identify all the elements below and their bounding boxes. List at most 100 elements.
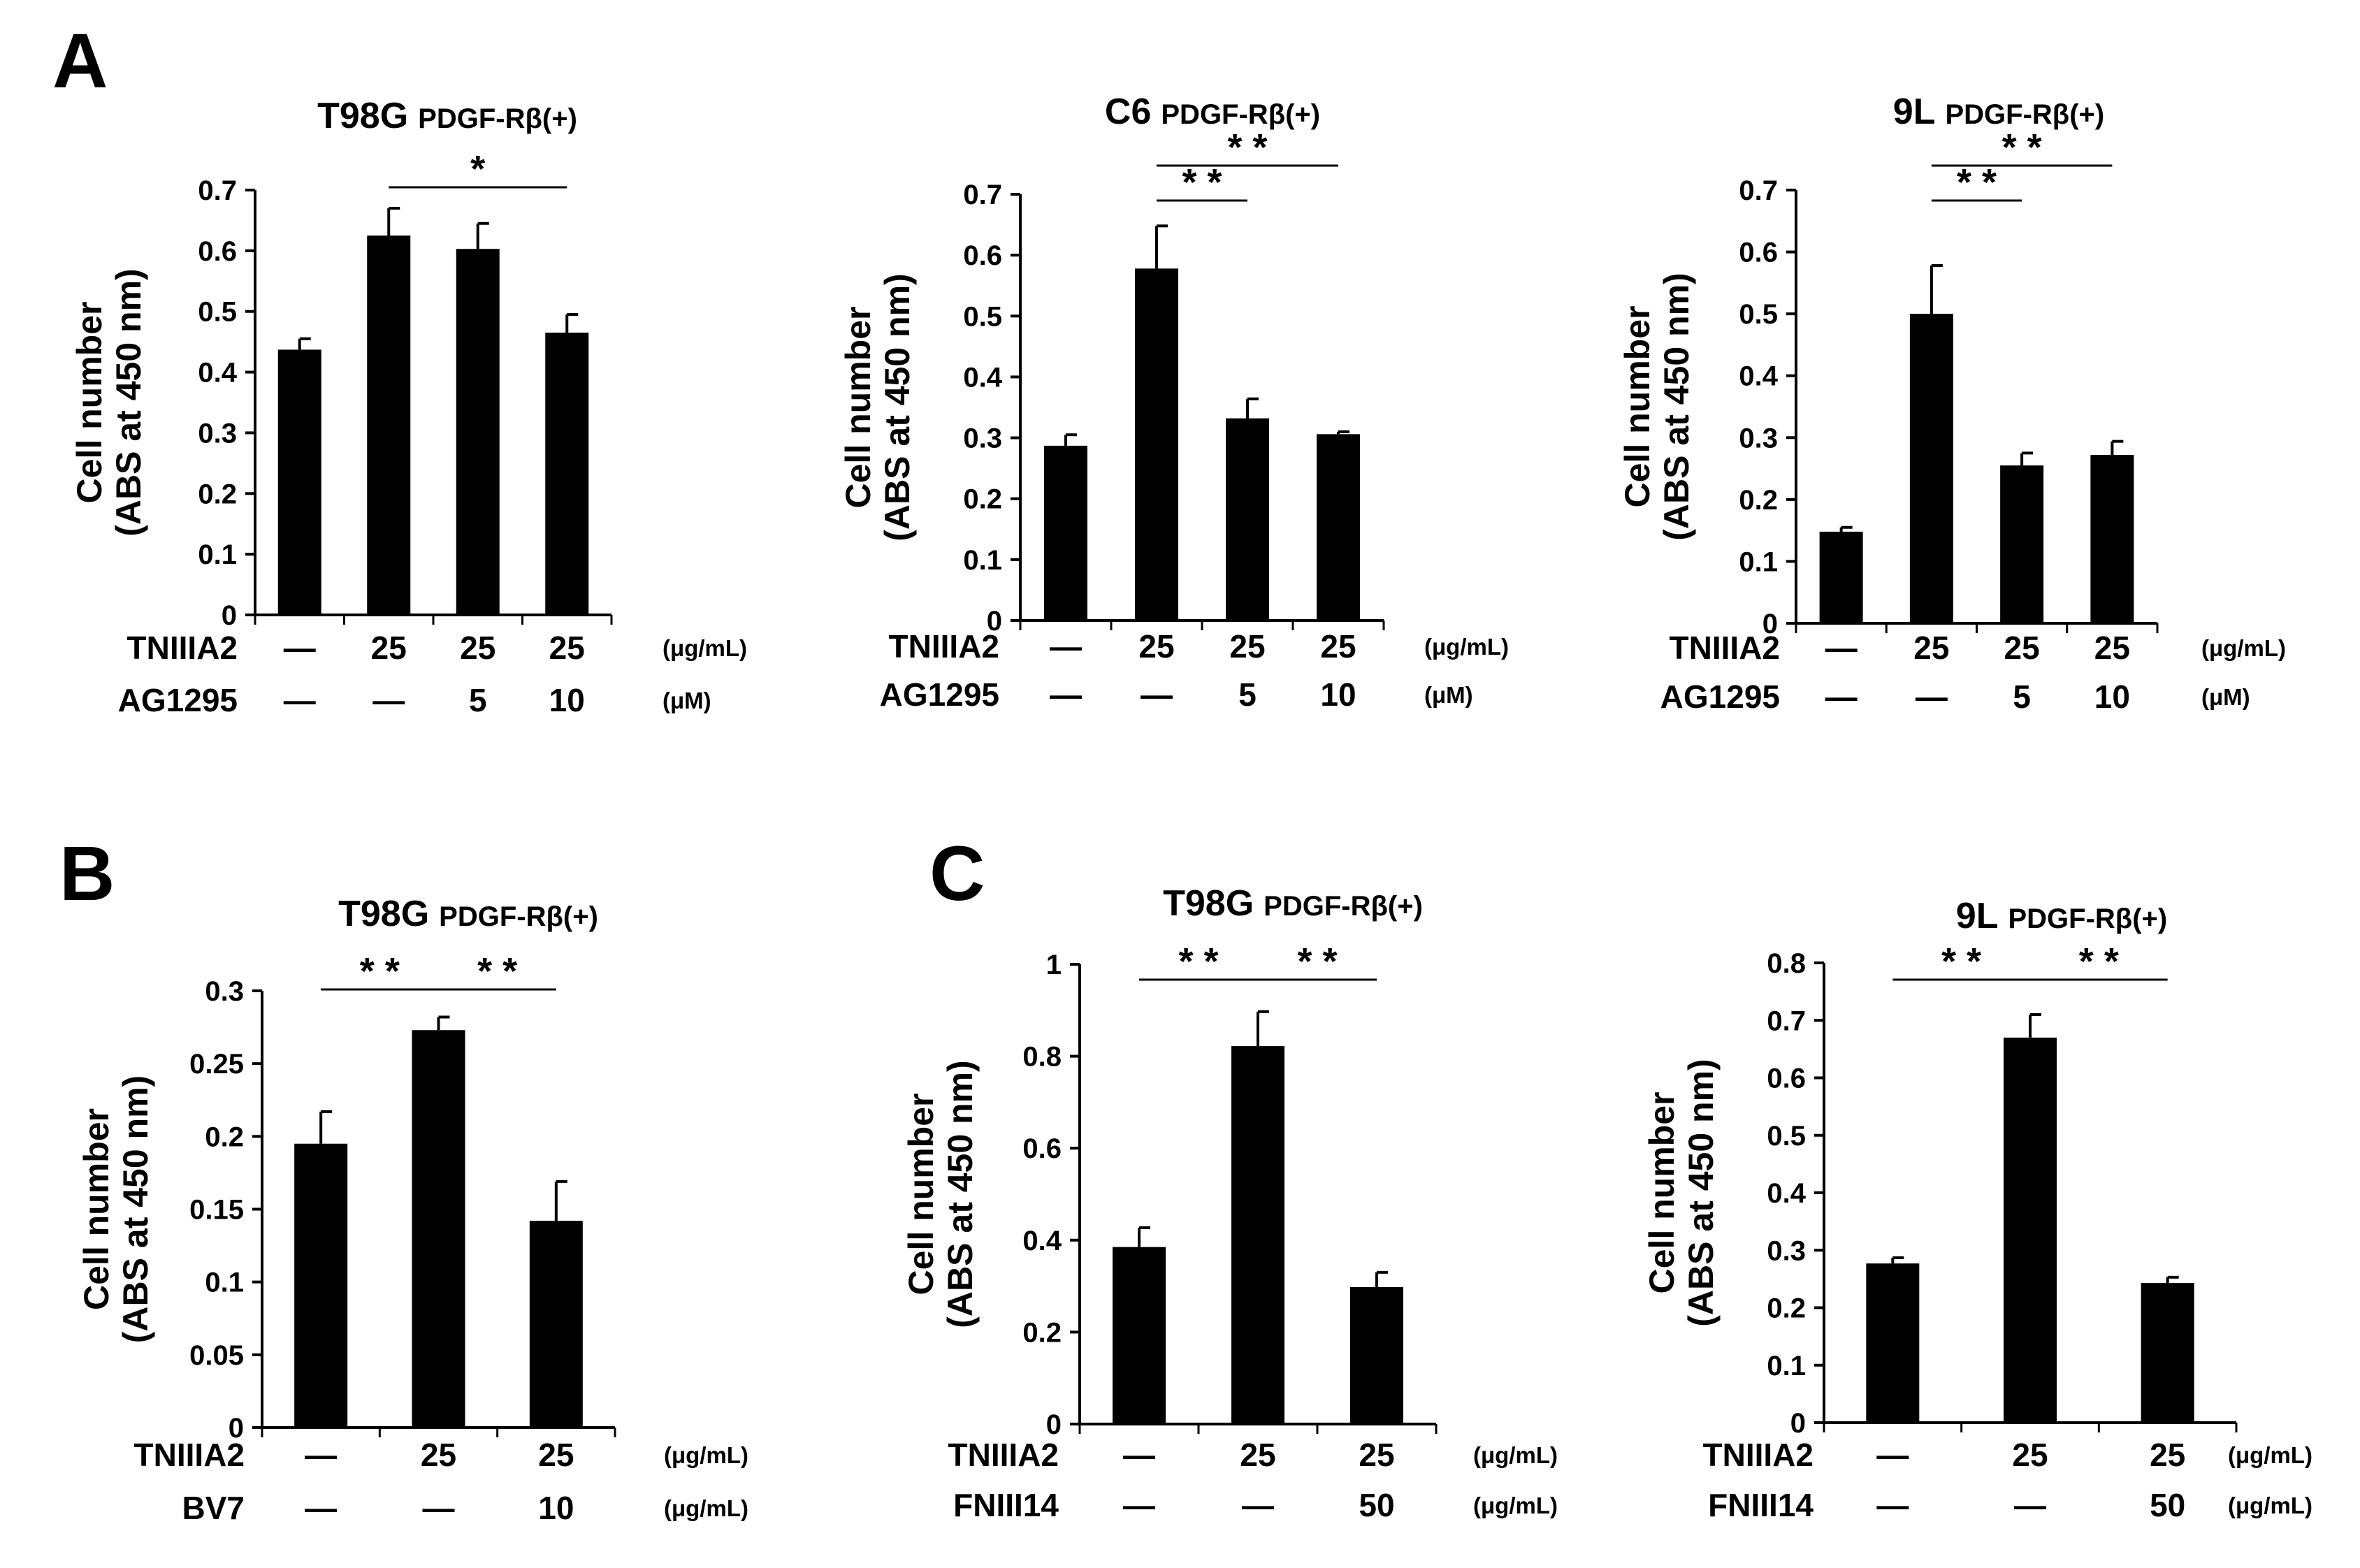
condition-value: — [1123,1487,1155,1523]
y-tick-label: 0.3 [1739,423,1778,453]
y-axis-label: Cell number [1642,1092,1681,1294]
condition-value: — [1050,628,1082,665]
bar [529,1221,583,1428]
condition-label: TNIIIA2 [127,630,238,666]
significance-marker: * * [1297,941,1337,982]
y-tick-label: 0 [1762,609,1778,639]
condition-label: TNIIIA2 [889,628,999,665]
chart-title-receptor: PDGF-Rβ(+) [1264,891,1423,922]
y-tick-label: 0 [987,606,1002,637]
bar [1866,1263,1920,1423]
y-tick-label: 0.4 [198,358,237,389]
chart-1: T98G PDGF-Rβ(+) 0 0.1 0.2 0.3 0.4 0.5 0.6 0.7 Cell… [70,96,747,718]
y-tick-label: 0.15 [189,1195,244,1226]
bar [1226,418,1269,620]
chart-title-receptor: PDGF-Rβ(+) [418,103,577,134]
condition-value: — [305,1437,337,1473]
condition-value: — [1825,678,1858,715]
significance-marker: * * [477,950,517,992]
condition-value: 25 [1138,628,1174,665]
condition-unit: (μg/mL) [2228,1442,2312,1468]
condition-label: TNIIIA2 [1670,630,1780,666]
y-axis-label-units: (ABS at 450 nm) [109,268,148,536]
y-tick-label: 0.3 [205,976,244,1007]
condition-value: — [1916,678,1948,715]
condition-value: 25 [1229,628,1265,665]
y-axis-label: Cell number [839,307,878,509]
condition-value: — [1141,676,1173,713]
y-tick-label: 0.5 [1739,299,1778,330]
condition-unit: (μg/mL) [663,635,747,661]
y-tick-label: 0.2 [198,479,237,509]
chart-2: C6 PDGF-Rβ(+) 0 0.1 0.2 0.3 0.4 0.5 0.6 0.7 Cell n… [839,92,1509,713]
y-tick-label: 0.4 [1767,1178,1806,1209]
bar [2090,455,2134,623]
condition-value: 5 [469,682,487,718]
chart-title-cell-line: C6 [1105,92,1151,132]
condition-value: 10 [1320,676,1356,713]
y-tick-label: 0.4 [1022,1226,1062,1256]
bar [1819,531,1863,623]
y-tick-label: 0.5 [963,301,1002,332]
bar [1909,314,1953,623]
y-tick-label: 0 [222,600,237,631]
significance-marker: * [470,148,485,190]
chart-4: T98G PDGF-Rβ(+) 0 0.05 0.1 0.15 0.2 0.25 0.3 Cell… [77,894,748,1526]
condition-value: — [1876,1487,1909,1523]
condition-value: — [1876,1437,1909,1473]
y-tick-label: 0.7 [1739,175,1778,206]
condition-label: FNIII14 [1708,1487,1814,1523]
chart-title-receptor: PDGF-Rβ(+) [1945,99,2104,130]
chart-title: T98G PDGF-Rβ(+) [1163,883,1423,924]
condition-value: — [1242,1487,1274,1523]
panel-letter-a: A [52,18,108,104]
condition-label: TNIIIA2 [1703,1437,1814,1473]
significance-marker: * * [1178,941,1218,982]
condition-unit: (μg/mL) [2228,1493,2312,1518]
y-tick-label: 0.25 [189,1049,244,1080]
y-axis-label-units: (ABS at 450 nm) [878,273,917,541]
y-tick-label: 0 [1046,1409,1062,1440]
y-tick-label: 0.1 [963,545,1002,576]
y-axis-label: Cell number [77,1108,116,1310]
significance-marker: * * [1941,941,1981,982]
y-tick-label: 0.2 [963,484,1002,515]
condition-value: — [1050,676,1082,713]
condition-label: AG1295 [118,682,238,718]
significance-marker: * * [2079,941,2119,982]
y-tick-label: 0.2 [1739,485,1778,516]
y-tick-label: 0.3 [198,418,237,449]
bar [1135,268,1178,620]
condition-value: 10 [549,682,585,718]
y-tick-label: 0.1 [1739,546,1778,577]
y-tick-label: 0.2 [1767,1293,1806,1324]
condition-unit: (μg/mL) [664,1442,748,1468]
chart-title: T98G PDGF-Rβ(+) [338,894,598,934]
panel-letter-c: C [929,831,985,917]
condition-label: BV7 [182,1490,245,1526]
condition-value: — [305,1490,337,1526]
condition-value: — [372,682,405,718]
y-tick-label: 0.7 [198,175,237,206]
condition-value: 25 [2150,1437,2185,1473]
condition-unit: (μM) [1424,682,1473,708]
y-tick-label: 0.8 [1767,948,1806,979]
significance-marker: * * [1227,126,1267,168]
y-tick-label: 0.6 [963,240,1002,271]
chart-title-cell-line: T98G [317,96,408,136]
condition-value: 25 [549,630,585,666]
chart-title-cell-line: T98G [1163,883,1254,924]
condition-value: — [2014,1487,2046,1523]
condition-value: 25 [460,630,495,666]
condition-value: 25 [371,630,407,666]
condition-value: 25 [1913,630,1949,666]
condition-value: — [284,630,316,666]
condition-value: 25 [2004,630,2040,666]
condition-label: TNIIIA2 [134,1437,245,1473]
chart-title: 9L PDGF-Rβ(+) [1956,896,2167,936]
bar [1113,1247,1166,1424]
bar [456,249,500,615]
y-tick-label: 0.4 [1739,361,1778,392]
significance-marker: * * [1957,161,1997,203]
